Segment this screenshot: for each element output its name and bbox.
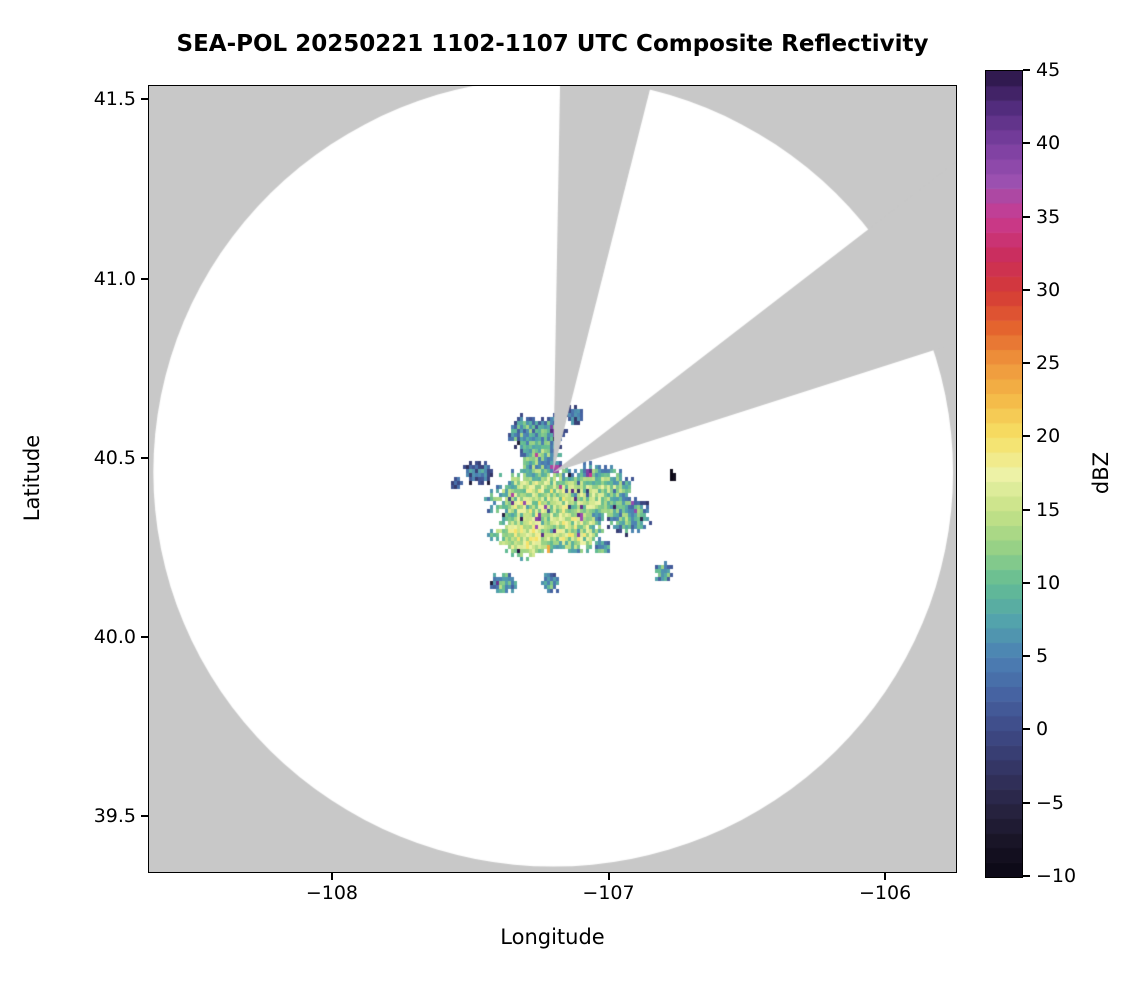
y-tick-label: 40.5 — [93, 446, 136, 469]
radar-map-canvas — [148, 85, 957, 873]
colorbar-tick-label: 15 — [1036, 498, 1061, 521]
colorbar-tick-label: 35 — [1036, 205, 1061, 228]
x-tick-label: −108 — [305, 882, 359, 904]
chart-title: SEA-POL 20250221 1102-1107 UTC Composite… — [176, 31, 929, 57]
x-tick-mark — [607, 873, 610, 880]
y-tick-mark — [141, 277, 148, 280]
y-tick-label: 40.0 — [93, 626, 136, 649]
y-axis-label: Latitude — [20, 434, 44, 522]
colorbar-tick-label: 45 — [1036, 59, 1061, 81]
x-tick-mark — [884, 873, 887, 880]
colorbar-tick-mark — [1023, 875, 1030, 877]
x-tick-label: −107 — [582, 882, 635, 904]
y-tick-mark — [141, 456, 148, 459]
x-axis-label: Longitude — [500, 925, 605, 949]
colorbar-tick-mark — [1023, 69, 1030, 71]
colorbar-tick-label: −5 — [1036, 791, 1065, 814]
colorbar-tick-label: 20 — [1036, 425, 1061, 448]
colorbar-tick-mark — [1023, 728, 1030, 731]
colorbar-tick-mark — [1023, 362, 1030, 365]
x-tick-mark — [330, 873, 333, 880]
colorbar-tick-mark — [1023, 655, 1030, 658]
colorbar-label: dBZ — [1089, 451, 1113, 495]
colorbar-tick-label: 30 — [1036, 278, 1061, 301]
colorbar-tick-label: −10 — [1036, 865, 1077, 887]
colorbar — [985, 70, 1023, 878]
colorbar-tick-label: 5 — [1036, 645, 1049, 668]
x-tick-label: −106 — [858, 882, 912, 904]
colorbar-tick-mark — [1023, 288, 1030, 291]
colorbar-tick-mark — [1023, 581, 1030, 584]
y-tick-label: 41.0 — [93, 267, 136, 290]
colorbar-tick-mark — [1023, 215, 1030, 218]
colorbar-tick-label: 25 — [1036, 352, 1061, 375]
colorbar-tick-label: 10 — [1036, 571, 1061, 594]
colorbar-tick-label: 40 — [1036, 132, 1061, 155]
colorbar-tick-mark — [1023, 142, 1030, 145]
colorbar-tick-label: 0 — [1036, 718, 1049, 741]
y-tick-label: 39.5 — [93, 805, 136, 828]
y-tick-mark — [141, 636, 148, 639]
colorbar-tick-mark — [1023, 801, 1030, 804]
colorbar-tick-mark — [1023, 435, 1030, 438]
colorbar-canvas — [986, 71, 1022, 877]
y-tick-label: 41.5 — [93, 88, 136, 111]
colorbar-tick-mark — [1023, 508, 1030, 511]
y-tick-mark — [141, 815, 148, 818]
y-tick-mark — [141, 98, 148, 101]
